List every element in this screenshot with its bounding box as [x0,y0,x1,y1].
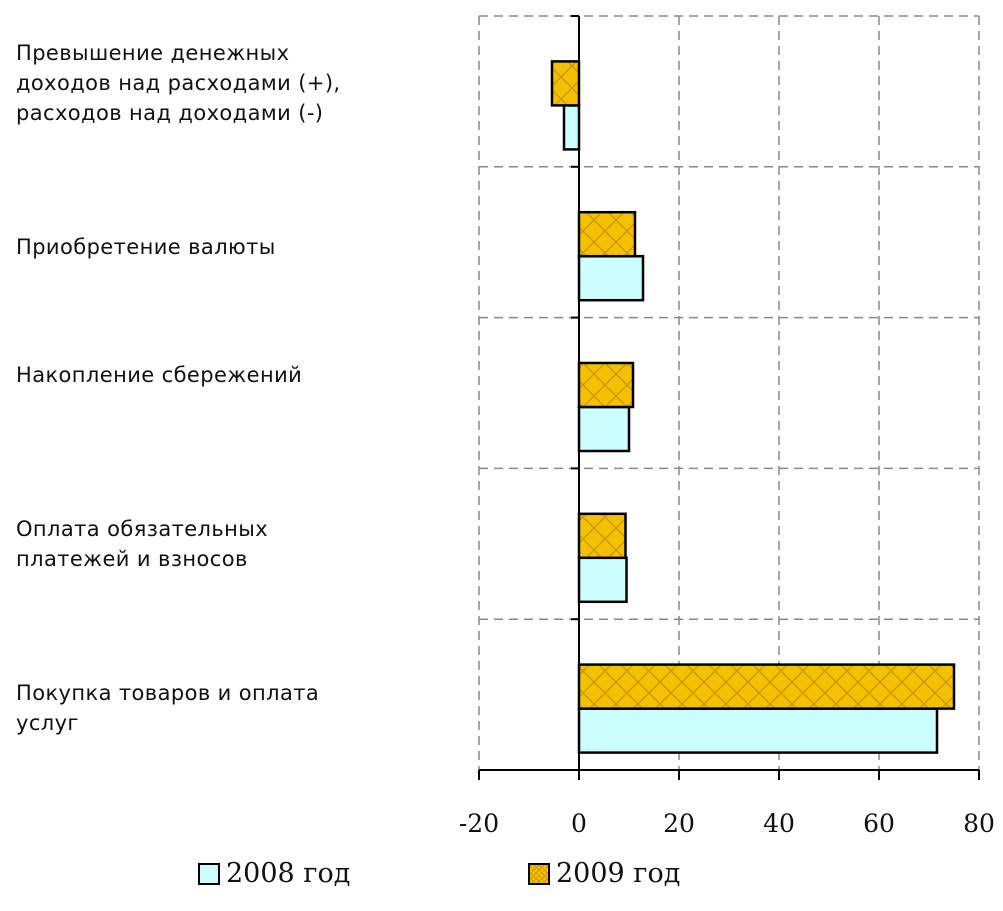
bar-2009-0 [550,60,581,107]
bars [550,60,956,754]
category-label: Покупка товаров и оплата услуг [16,681,320,735]
category-label: Оплата обязательных платежей и взносов [16,517,269,571]
bar-2008-4 [577,707,939,754]
legend-label-2009: 2009 год [556,858,681,889]
x-tick-label: 20 [663,809,695,838]
legend-label-2008: 2008 год [226,858,351,889]
bar-2009-1 [577,210,637,258]
x-tick-label: 80 [963,809,995,838]
bar-2008-2 [577,405,631,453]
x-tick-label: 60 [863,809,895,838]
bar-2009-4 [577,663,956,710]
legend-item-2009: 2009 год [528,858,680,889]
category-label: Накопление сбережений [16,363,303,387]
bar-2008-1 [577,254,645,302]
x-tick-label: 40 [763,809,795,838]
legend-swatch-2009 [528,862,550,885]
bar-2008-0 [562,104,581,151]
bar-2009-3 [577,512,627,560]
category-label: Превышение денежных доходов над расходам… [16,41,341,125]
axes [478,15,980,780]
x-tick-label: -20 [459,809,499,838]
bar-2009-2 [577,361,635,409]
legend-swatch-2008 [198,862,220,885]
x-tick-label: 0 [571,809,587,838]
bar-2008-3 [577,556,628,604]
category-label: Приобретение валюты [16,235,276,259]
grid-lines [478,15,980,770]
legend-item-2008: 2008 год [198,858,350,889]
tick-labels: -20 0 20 40 60 80 [459,809,995,838]
